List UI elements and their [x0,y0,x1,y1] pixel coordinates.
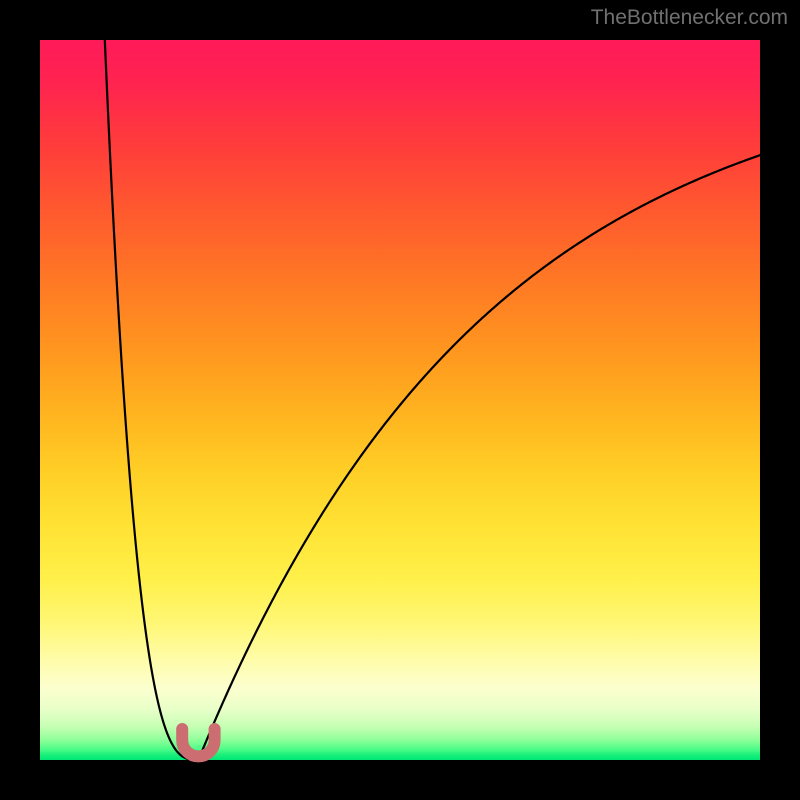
bottleneck-chart-svg: TheBottlenecker.com [0,0,800,800]
chart-canvas: TheBottlenecker.com [0,0,800,800]
watermark-text: TheBottlenecker.com [591,6,788,29]
